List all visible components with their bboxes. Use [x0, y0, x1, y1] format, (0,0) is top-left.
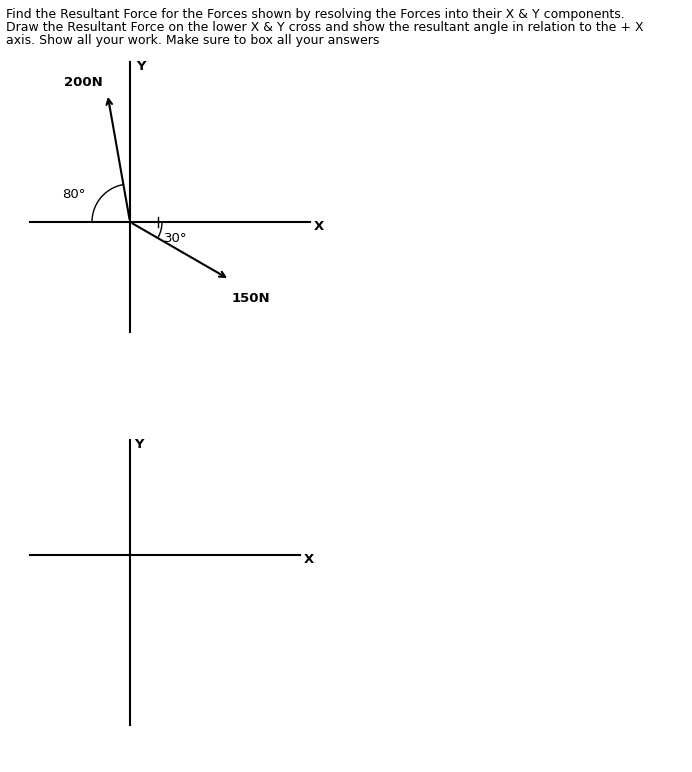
Text: 150N: 150N	[232, 292, 270, 304]
Text: X: X	[314, 220, 325, 233]
Text: Draw the Resultant Force on the lower X & Y cross and show the resultant angle i: Draw the Resultant Force on the lower X …	[6, 21, 644, 34]
Text: Y: Y	[136, 60, 145, 73]
Text: X: X	[304, 553, 314, 566]
Text: Find the Resultant Force for the Forces shown by resolving the Forces into their: Find the Resultant Force for the Forces …	[6, 8, 625, 21]
Text: 30°: 30°	[164, 232, 188, 245]
Text: 200N: 200N	[64, 76, 102, 89]
Text: axis. Show all your work. Make sure to box all your answers: axis. Show all your work. Make sure to b…	[6, 34, 379, 47]
Text: Y: Y	[134, 438, 143, 451]
Text: 80°: 80°	[62, 188, 86, 201]
